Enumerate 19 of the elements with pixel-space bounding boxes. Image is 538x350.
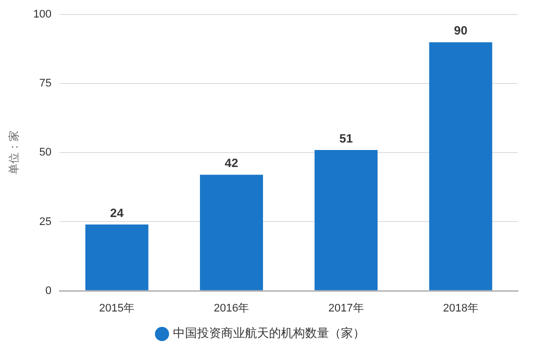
y-tick-label: 25 (39, 216, 52, 228)
x-tick-label: 2015年 (99, 302, 135, 314)
bar (85, 224, 148, 290)
bar (200, 174, 263, 290)
x-tick-label: 2018年 (442, 302, 478, 314)
data-label: 51 (339, 131, 354, 146)
data-label: 90 (454, 24, 468, 38)
y-tick-label: 50 (39, 146, 52, 159)
bar (314, 150, 378, 290)
y-tick-label: 100 (33, 8, 52, 21)
bar (429, 42, 492, 290)
data-label: 24 (110, 206, 124, 220)
data-label: 42 (224, 156, 238, 170)
y-tick-label: 0 (45, 284, 52, 297)
x-tick-label: 2016年 (214, 302, 250, 314)
x-tick-label: 2017年 (328, 302, 364, 314)
y-tick-label: 75 (39, 78, 52, 90)
y-axis-title: 单位：家 (7, 130, 20, 175)
legend-label: 中国投资商业航天的机构数量（家） (173, 326, 365, 340)
